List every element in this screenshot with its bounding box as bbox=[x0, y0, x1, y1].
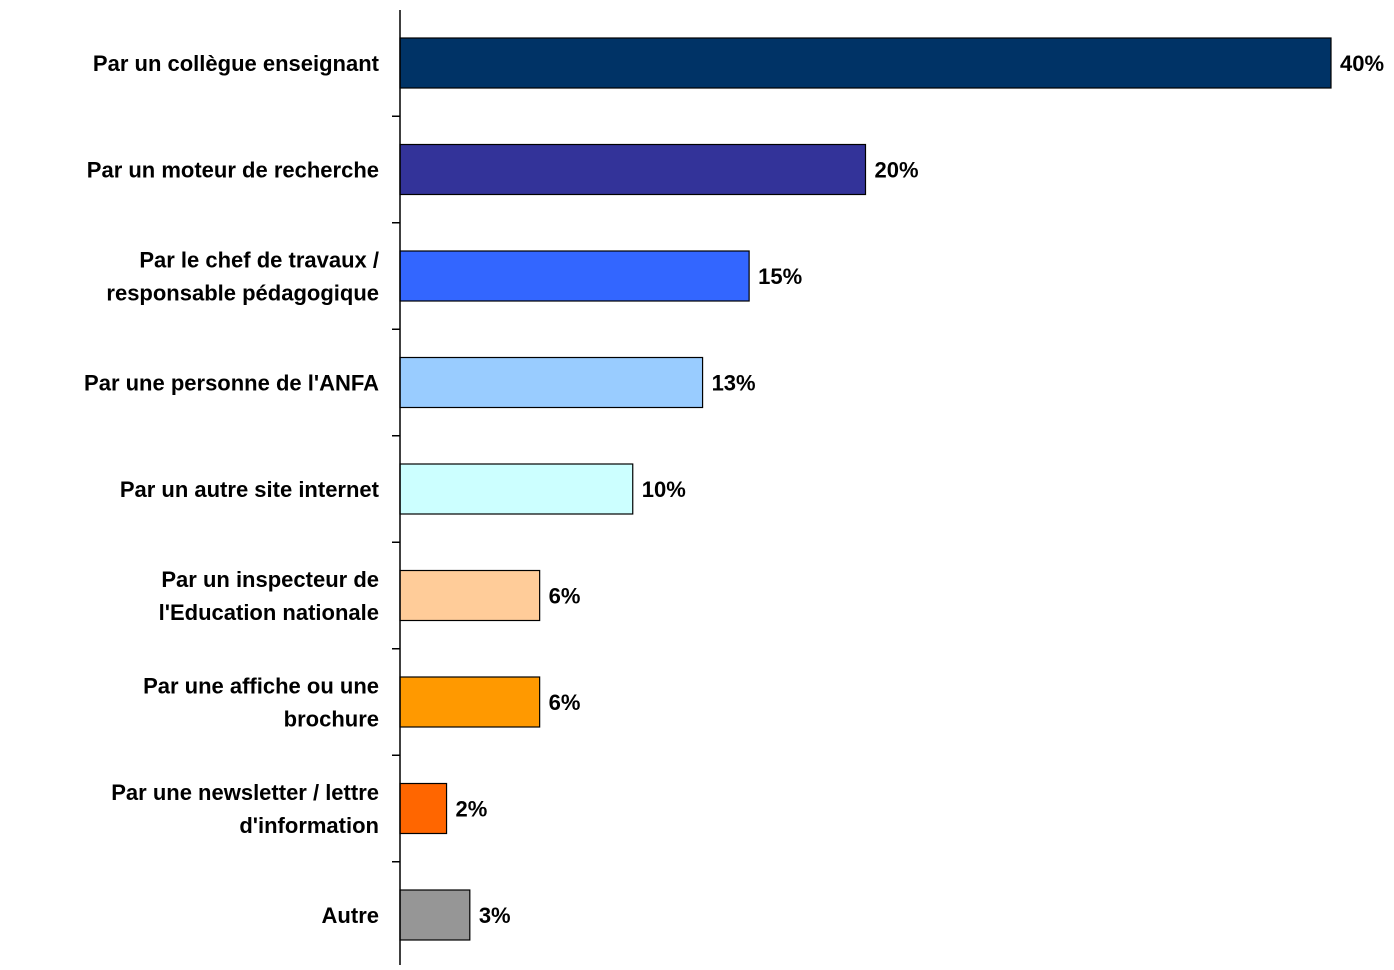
value-label: 2% bbox=[456, 797, 488, 822]
category-label: Autre bbox=[322, 903, 379, 928]
bar bbox=[399, 37, 1332, 89]
value-label: 6% bbox=[549, 584, 581, 609]
category-label-line: d'information bbox=[239, 813, 379, 838]
category-label-line: Par une personne de l'ANFA bbox=[84, 371, 379, 396]
category-labels: Par un collègue enseignant Par un moteur … bbox=[84, 51, 380, 928]
category-label-line: responsable pédagogique bbox=[106, 281, 379, 306]
category-label-line: brochure bbox=[284, 707, 379, 732]
bar bbox=[399, 143, 867, 196]
bar bbox=[399, 889, 471, 941]
category-label: Par une affiche ou une brochure bbox=[143, 674, 379, 732]
value-label: 6% bbox=[549, 690, 581, 715]
category-label-line: Par une newsletter / lettre bbox=[111, 780, 379, 805]
value-label: 10% bbox=[642, 477, 686, 502]
value-label: 20% bbox=[875, 158, 919, 183]
category-label: Par un collègue enseignant bbox=[93, 51, 380, 76]
value-label: 15% bbox=[758, 264, 802, 289]
category-label-line: Par un collègue enseignant bbox=[93, 51, 380, 76]
category-axis bbox=[392, 10, 401, 965]
category-label: Par une personne de l'ANFA bbox=[84, 371, 379, 396]
value-label: 40% bbox=[1340, 51, 1384, 76]
bar bbox=[399, 782, 448, 835]
value-labels: 40% 20% 15% 13% 10% 6% 6% 2% 3% bbox=[456, 51, 1384, 928]
category-label: Par une newsletter / lettre d'information bbox=[111, 780, 379, 838]
category-label-line: l'Education nationale bbox=[159, 600, 379, 625]
category-label: Par un autre site internet bbox=[120, 477, 380, 502]
bar bbox=[399, 676, 541, 728]
bar bbox=[399, 250, 750, 302]
category-label: Par un moteur de recherche bbox=[87, 158, 379, 183]
category-label-line: Par un moteur de recherche bbox=[87, 158, 379, 183]
value-label: 13% bbox=[712, 371, 756, 396]
category-label-line: Par le chef de travaux / bbox=[139, 248, 379, 273]
bars-layer bbox=[399, 37, 1332, 941]
category-label-line: Par un autre site internet bbox=[120, 477, 380, 502]
bar bbox=[399, 356, 704, 409]
category-label: Par le chef de travaux / responsable péda… bbox=[106, 248, 379, 306]
category-label-line: Autre bbox=[322, 903, 379, 928]
category-label: Par un inspecteur de l'Education national… bbox=[159, 567, 379, 625]
bar bbox=[399, 463, 634, 515]
value-label: 3% bbox=[479, 903, 511, 928]
bar bbox=[399, 569, 541, 622]
category-label-line: Par un inspecteur de bbox=[161, 567, 379, 592]
category-label-line: Par une affiche ou une bbox=[143, 674, 379, 699]
